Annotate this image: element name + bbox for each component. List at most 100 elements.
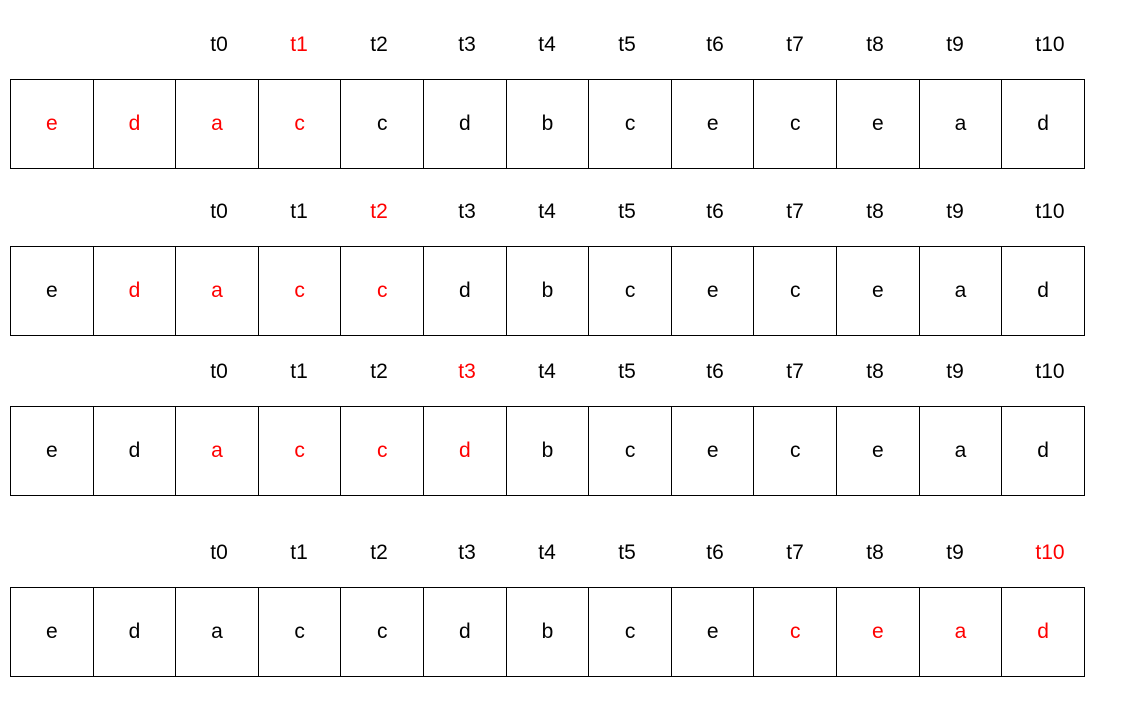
sequence-cell: c — [589, 407, 672, 495]
time-label: t0 — [210, 541, 228, 564]
sequence-cell: c — [341, 247, 425, 335]
time-labels: t0 t1 t2 t3 t4 t5 t6 t7 t8 t9 t10 — [0, 200, 1124, 240]
time-label: t7 — [786, 541, 804, 564]
time-label: t8 — [866, 200, 884, 223]
sequence-cell: e — [837, 80, 920, 168]
sequence-cell: c — [754, 247, 838, 335]
sequence-cell: d — [424, 407, 507, 495]
sequence-cell: c — [341, 80, 425, 168]
time-label: t0 — [210, 200, 228, 223]
sequence-cell: e — [11, 588, 94, 676]
sequence-cell: b — [507, 80, 590, 168]
sequence-cell: c — [259, 588, 342, 676]
sequence-cell: e — [837, 588, 920, 676]
sequence-cell: c — [589, 247, 672, 335]
time-label: t4 — [538, 360, 556, 383]
sequence-cell: e — [11, 407, 94, 495]
time-label: t8 — [866, 541, 884, 564]
time-label: t9 — [946, 200, 964, 223]
sequence-cell: a — [176, 80, 259, 168]
time-label: t2 — [370, 541, 388, 564]
time-label: t5 — [618, 360, 636, 383]
time-label: t3 — [458, 33, 476, 56]
sequence-cell: c — [754, 407, 838, 495]
time-label: t0 — [210, 33, 228, 56]
sequence-cell: e — [837, 247, 920, 335]
time-label: t8 — [866, 33, 884, 56]
time-label: t7 — [786, 360, 804, 383]
sequence-cell: e — [672, 588, 755, 676]
sequence-cell: d — [424, 588, 507, 676]
sequence-row: t0 t1 t2 t3 t4 t5 t6 t7 t8 t9 t10 e d a c c d b c e c e a d — [0, 541, 1124, 677]
time-label: t7 — [786, 33, 804, 56]
sequence-cell: c — [259, 247, 342, 335]
time-label: t0 — [210, 360, 228, 383]
time-label: t6 — [706, 200, 724, 223]
sequence-cell: d — [94, 247, 177, 335]
time-label: t2 — [370, 360, 388, 383]
sequence-cell: b — [507, 588, 590, 676]
sequence-cell: d — [424, 247, 507, 335]
time-label: t3 — [458, 200, 476, 223]
time-label: t6 — [706, 360, 724, 383]
time-label: t3 — [458, 360, 476, 383]
sequence-cell: d — [1002, 407, 1085, 495]
sequence-cell: d — [1002, 588, 1085, 676]
time-label: t1 — [290, 541, 308, 564]
time-label: t4 — [538, 200, 556, 223]
sequence-cell: c — [754, 588, 838, 676]
sequence-cell: a — [920, 588, 1003, 676]
time-label: t10 — [1035, 200, 1065, 223]
time-label: t5 — [618, 200, 636, 223]
sequence-cell: c — [341, 588, 425, 676]
sequence-row: t0 t1 t2 t3 t4 t5 t6 t7 t8 t9 t10 e d a c c d b c e c e a d — [0, 200, 1124, 336]
time-label: t9 — [946, 33, 964, 56]
time-label: t3 — [458, 541, 476, 564]
sequence-cell: d — [94, 407, 177, 495]
time-label: t10 — [1035, 33, 1065, 56]
time-label: t2 — [370, 200, 388, 223]
sequence-cell: b — [507, 407, 590, 495]
time-label: t6 — [706, 541, 724, 564]
time-label: t4 — [538, 541, 556, 564]
time-label: t2 — [370, 33, 388, 56]
sequence-cell: c — [589, 588, 672, 676]
time-label: t4 — [538, 33, 556, 56]
sequence-cell: c — [754, 80, 838, 168]
sequence-cell: d — [1002, 80, 1085, 168]
time-label: t6 — [706, 33, 724, 56]
sequence-row: t0 t1 t2 t3 t4 t5 t6 t7 t8 t9 t10 e d a c c d b c e c e a d — [0, 360, 1124, 496]
sequence-cell: c — [589, 80, 672, 168]
sequence-cell: d — [94, 588, 177, 676]
time-labels: t0 t1 t2 t3 t4 t5 t6 t7 t8 t9 t10 — [0, 541, 1124, 581]
time-label: t1 — [290, 200, 308, 223]
time-label: t1 — [290, 33, 308, 56]
sequence-cell: e — [837, 407, 920, 495]
sequence-cell: c — [259, 80, 342, 168]
time-label: t9 — [946, 541, 964, 564]
time-label: t5 — [618, 33, 636, 56]
sequence-cell: b — [507, 247, 590, 335]
sequence-cell: a — [176, 407, 259, 495]
sequence-cell: d — [424, 80, 507, 168]
sequence-cell: a — [920, 247, 1003, 335]
sequence-cell: a — [920, 407, 1003, 495]
sequence-cell: e — [672, 407, 755, 495]
time-label: t9 — [946, 360, 964, 383]
sequence-cell: d — [94, 80, 177, 168]
sequence-cell: a — [920, 80, 1003, 168]
time-labels: t0 t1 t2 t3 t4 t5 t6 t7 t8 t9 t10 — [0, 33, 1124, 73]
time-label: t1 — [290, 360, 308, 383]
sequence-row: t0 t1 t2 t3 t4 t5 t6 t7 t8 t9 t10 e d a c c d b c e c e a d — [0, 33, 1124, 169]
time-label: t10 — [1035, 541, 1065, 564]
time-label: t10 — [1035, 360, 1065, 383]
sequence-cell: e — [11, 247, 94, 335]
sequence-cell: a — [176, 247, 259, 335]
sequence-cell: e — [672, 80, 755, 168]
sequence-cell: d — [1002, 247, 1085, 335]
time-label: t5 — [618, 541, 636, 564]
time-labels: t0 t1 t2 t3 t4 t5 t6 t7 t8 t9 t10 — [0, 360, 1124, 400]
